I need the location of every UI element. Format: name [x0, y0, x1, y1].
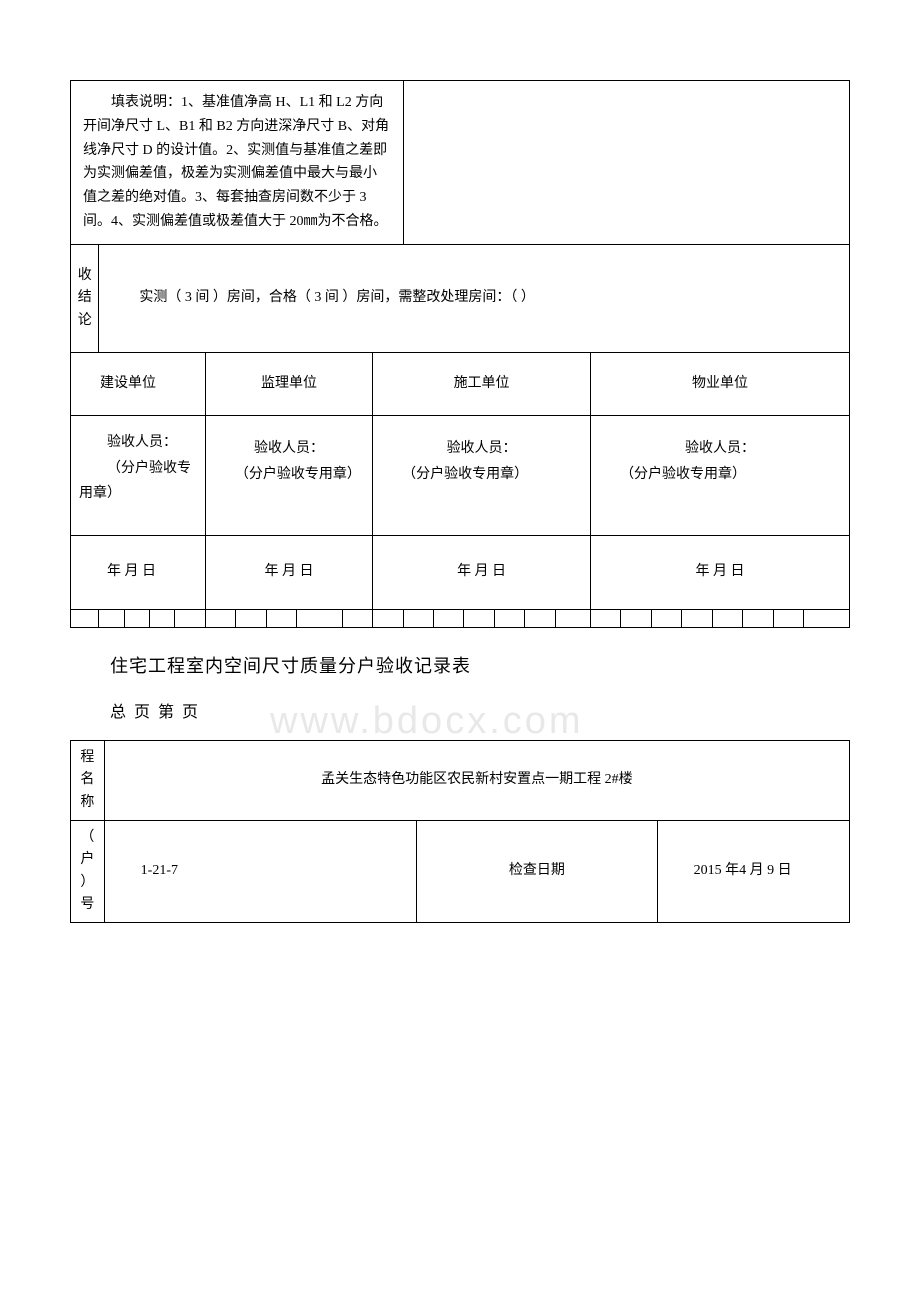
- grid-cell: [175, 609, 205, 627]
- stamp-label-4: （分户验收专用章）: [599, 462, 841, 487]
- project-name-row: 程名称 孟关生态特色功能区农民新村安置点一期工程 2#楼: [71, 740, 850, 820]
- signature-row: 验收人员： （分户验收专用章） 验收人员： （分户验收专用章） 验收人员： （分…: [71, 416, 850, 536]
- date-row: 年 月 日 年 月 日 年 月 日 年 月 日: [71, 536, 850, 609]
- house-number: 1-21-7: [104, 820, 417, 923]
- conclusion-text: 实测（ 3 间 ）房间，合格（ 3 间 ）房间，需整改处理房间：（ ）: [99, 244, 850, 352]
- check-date-label: 检查日期: [417, 820, 657, 923]
- conclusion-label: 收结论: [71, 244, 99, 352]
- grid-cell: [150, 609, 175, 627]
- grid-cell: [464, 609, 494, 627]
- title-section: 住宅工程室内空间尺寸质量分户验收记录表 总 页 第 页: [70, 652, 850, 722]
- grid-cell: [682, 609, 712, 627]
- signature-cell-3: 验收人员： （分户验收专用章）: [373, 416, 591, 536]
- grid-cell: [555, 609, 590, 627]
- instructions-cell: 填表说明：1、基准值净高 H、L1 和 L2 方向开间净尺寸 L、B1 和 B2…: [71, 81, 404, 245]
- grid-cell: [236, 609, 266, 627]
- grid-cell: [803, 609, 849, 627]
- empty-grid-row: [71, 609, 850, 627]
- date-cell-3: 年 月 日: [373, 536, 591, 609]
- grid-cell: [342, 609, 372, 627]
- grid-cell: [433, 609, 463, 627]
- acceptance-table-upper: 填表说明：1、基准值净高 H、L1 和 L2 方向开间净尺寸 L、B1 和 B2…: [70, 80, 850, 628]
- person-label-2: 验收人员：: [214, 436, 364, 461]
- person-label-1: 验收人员：: [79, 430, 197, 455]
- date-cell-2: 年 月 日: [205, 536, 372, 609]
- conclusion-row: 收结论 实测（ 3 间 ）房间，合格（ 3 间 ）房间，需整改处理房间：（ ）: [71, 244, 850, 352]
- grid-cell: [99, 609, 124, 627]
- grid-cell: [403, 609, 433, 627]
- stamp-label-3: （分户验收专用章）: [381, 462, 582, 487]
- stamp-label-1: （分户验收专用章）: [79, 456, 197, 506]
- grid-cell: [494, 609, 524, 627]
- project-label: 程名称: [71, 740, 105, 820]
- signature-cell-4: 验收人员： （分户验收专用章）: [591, 416, 850, 536]
- grid-cell: [266, 609, 296, 627]
- grid-cell: [71, 609, 99, 627]
- grid-cell: [297, 609, 343, 627]
- house-label: （户）号: [71, 820, 105, 923]
- unit-header-row: 建设单位 监理单位 施工单位 物业单位: [71, 352, 850, 415]
- instructions-empty-cell: [403, 81, 849, 245]
- house-check-row: （户）号 1-21-7 检查日期 2015 年4 月 9 日: [71, 820, 850, 923]
- grid-cell: [621, 609, 651, 627]
- unit-supervision: 监理单位: [205, 352, 372, 415]
- instructions-row: 填表说明：1、基准值净高 H、L1 和 L2 方向开间净尺寸 L、B1 和 B2…: [71, 81, 850, 245]
- grid-cell: [773, 609, 803, 627]
- date-cell-1: 年 月 日: [71, 536, 206, 609]
- grid-cell: [124, 609, 149, 627]
- unit-builder: 施工单位: [373, 352, 591, 415]
- grid-cell: [743, 609, 773, 627]
- unit-property: 物业单位: [591, 352, 850, 415]
- grid-cell: [591, 609, 621, 627]
- grid-cell: [712, 609, 742, 627]
- check-date-value: 2015 年4 月 9 日: [657, 820, 849, 923]
- page-info: 总 页 第 页: [110, 698, 850, 722]
- grid-cell: [205, 609, 235, 627]
- person-label-3: 验收人员：: [381, 436, 582, 461]
- project-info-table: 程名称 孟关生态特色功能区农民新村安置点一期工程 2#楼 （户）号 1-21-7…: [70, 740, 850, 924]
- signature-cell-2: 验收人员： （分户验收专用章）: [205, 416, 372, 536]
- grid-cell: [651, 609, 681, 627]
- date-cell-4: 年 月 日: [591, 536, 850, 609]
- unit-construction: 建设单位: [71, 352, 206, 415]
- grid-cell: [525, 609, 555, 627]
- grid-cell: [373, 609, 403, 627]
- stamp-label-2: （分户验收专用章）: [214, 462, 364, 487]
- document-container: www.bdocx.com: [70, 80, 850, 923]
- instructions-text: 填表说明：1、基准值净高 H、L1 和 L2 方向开间净尺寸 L、B1 和 B2…: [83, 95, 389, 229]
- project-name: 孟关生态特色功能区农民新村安置点一期工程 2#楼: [104, 740, 849, 820]
- document-title: 住宅工程室内空间尺寸质量分户验收记录表: [110, 652, 850, 678]
- signature-cell-1: 验收人员： （分户验收专用章）: [71, 416, 206, 536]
- person-label-4: 验收人员：: [599, 436, 841, 461]
